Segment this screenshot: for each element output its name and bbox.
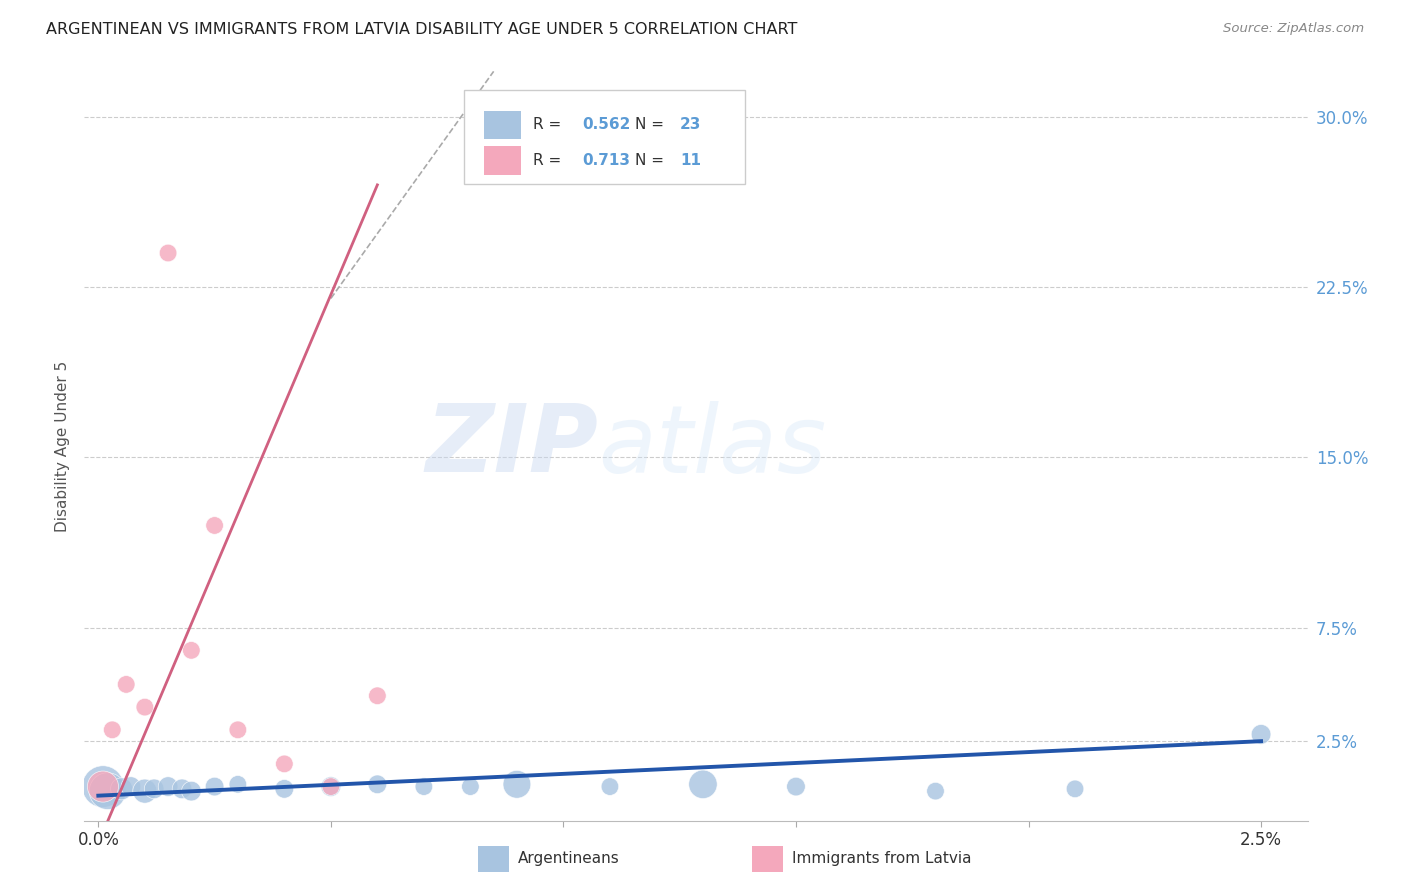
Text: 0.562: 0.562 — [582, 118, 630, 133]
Point — [204, 780, 226, 794]
Text: atlas: atlas — [598, 401, 827, 491]
Point — [134, 700, 156, 714]
Point — [97, 784, 120, 798]
FancyBboxPatch shape — [464, 90, 745, 184]
Text: N =: N = — [636, 118, 669, 133]
Text: N =: N = — [636, 153, 669, 168]
Point — [170, 781, 193, 796]
Text: R =: R = — [533, 118, 567, 133]
Point — [319, 780, 342, 794]
Point — [1064, 781, 1087, 796]
Text: 0.713: 0.713 — [582, 153, 630, 168]
Text: ARGENTINEAN VS IMMIGRANTS FROM LATVIA DISABILITY AGE UNDER 5 CORRELATION CHART: ARGENTINEAN VS IMMIGRANTS FROM LATVIA DI… — [46, 22, 797, 37]
Point — [460, 780, 482, 794]
Point — [506, 777, 529, 791]
Point — [180, 784, 202, 798]
Text: 11: 11 — [681, 153, 702, 168]
Bar — [484, 146, 522, 175]
Point — [226, 723, 249, 737]
Point — [226, 777, 249, 791]
Text: Source: ZipAtlas.com: Source: ZipAtlas.com — [1223, 22, 1364, 36]
Point — [91, 780, 114, 794]
Text: Immigrants from Latvia: Immigrants from Latvia — [792, 852, 972, 866]
Point — [120, 780, 142, 794]
Point — [180, 643, 202, 657]
Point — [91, 780, 114, 794]
Point — [273, 781, 295, 796]
Text: R =: R = — [533, 153, 567, 168]
Point — [366, 689, 388, 703]
Text: Argentineans: Argentineans — [517, 852, 619, 866]
Point — [924, 784, 946, 798]
Point — [412, 780, 434, 794]
Point — [157, 780, 180, 794]
Point — [692, 777, 714, 791]
Point — [366, 777, 388, 791]
Point — [273, 756, 295, 771]
Point — [101, 723, 124, 737]
Point — [115, 677, 138, 691]
Point — [157, 246, 180, 260]
Point — [1250, 727, 1272, 741]
Point — [134, 784, 156, 798]
Point — [319, 780, 342, 794]
Point — [110, 781, 132, 796]
Point — [143, 781, 166, 796]
Bar — [484, 111, 522, 139]
Point — [785, 780, 807, 794]
Point — [204, 518, 226, 533]
Text: ZIP: ZIP — [425, 400, 598, 492]
Point — [599, 780, 621, 794]
Y-axis label: Disability Age Under 5: Disability Age Under 5 — [55, 360, 70, 532]
Text: 23: 23 — [681, 118, 702, 133]
